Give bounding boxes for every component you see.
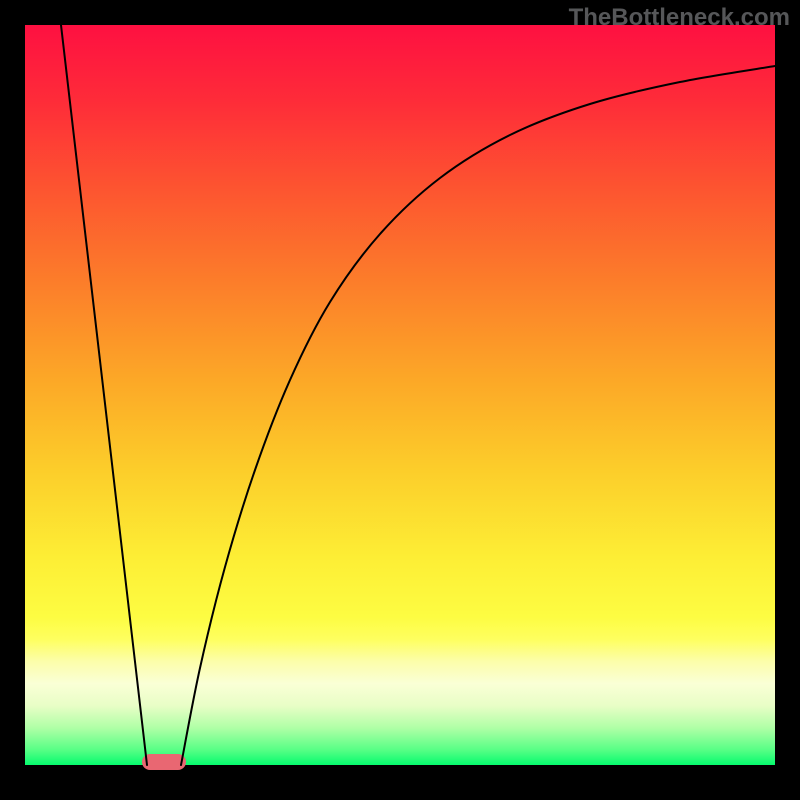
curve-layer <box>0 0 800 800</box>
watermark-text: TheBottleneck.com <box>569 4 790 32</box>
chart-container: TheBottleneck.com <box>0 0 800 800</box>
curve-right-ascent <box>181 66 775 765</box>
curve-left-descent <box>61 25 147 765</box>
